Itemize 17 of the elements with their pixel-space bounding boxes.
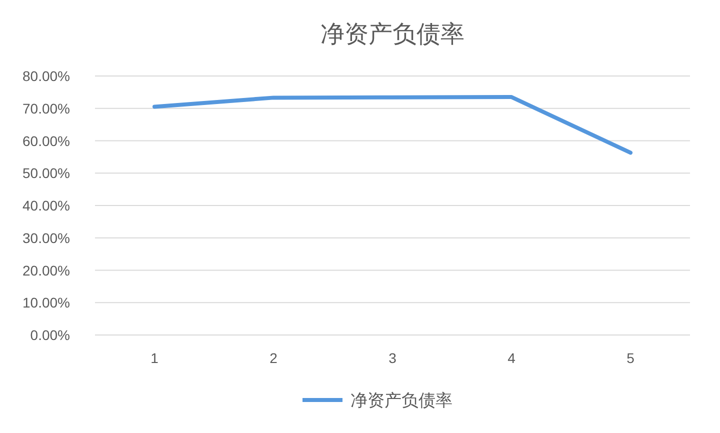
y-tick-label: 10.00% <box>22 294 70 311</box>
x-tick-label: 4 <box>508 350 516 366</box>
x-tick-label: 1 <box>150 350 159 366</box>
y-tick-label: 70.00% <box>22 100 70 116</box>
y-tick-label: 80.00% <box>22 68 70 84</box>
y-tick-label: 60.00% <box>22 132 70 149</box>
chart-title: 净资产负债率 <box>320 21 464 48</box>
y-tick-label: 50.00% <box>22 165 70 182</box>
legend-label: 净资产负债率 <box>350 391 452 410</box>
y-tick-label: 0.00% <box>30 327 70 343</box>
x-tick-label: 2 <box>270 350 278 366</box>
line-series <box>152 95 632 155</box>
y-tick-label: 30.00% <box>22 230 70 246</box>
y-tick-label: 40.00% <box>22 198 70 214</box>
x-tick-label: 3 <box>388 350 397 366</box>
x-tick-label: 5 <box>626 350 635 366</box>
y-tick-label: 20.00% <box>22 262 70 278</box>
